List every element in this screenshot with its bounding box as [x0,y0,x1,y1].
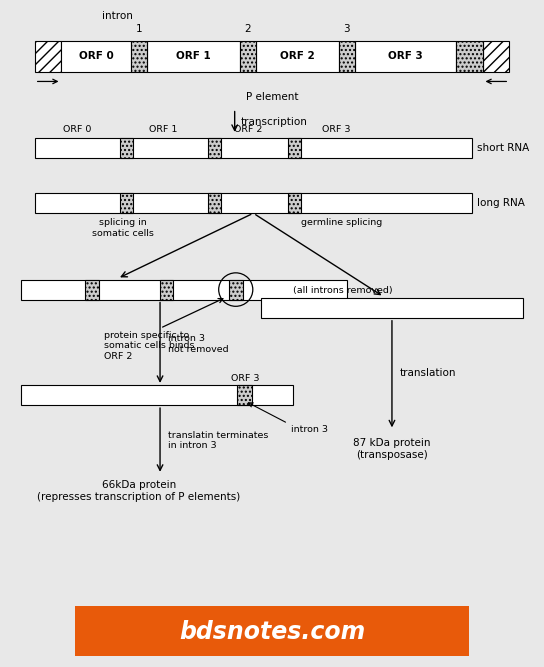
Text: 87 kDa protein
(transposase): 87 kDa protein (transposase) [353,438,431,460]
Bar [456,41,483,72]
Text: 2: 2 [245,25,251,35]
Text: protein specific to
somatic cells binds
ORF 2: protein specific to somatic cells binds … [104,331,195,361]
Bar [355,41,456,72]
Bar [338,41,355,72]
Bar [230,279,243,299]
Bar [237,386,252,405]
Text: ORF 1: ORF 1 [149,125,177,134]
Bar [288,193,301,213]
Bar [147,41,240,72]
Text: ORF 3: ORF 3 [388,51,423,61]
Text: ORF 0: ORF 0 [63,125,91,134]
Bar [35,193,472,213]
Text: translatin terminates
in intron 3: translatin terminates in intron 3 [168,431,268,450]
Text: germline splicing: germline splicing [301,219,382,227]
Bar [85,279,98,299]
Text: bdsnotes.com: bdsnotes.com [179,620,365,644]
Text: ORF 3: ORF 3 [231,374,259,383]
Bar [240,41,256,72]
Text: splicing in
somatic cells: splicing in somatic cells [92,219,153,238]
Bar [21,386,293,405]
Bar [208,193,221,213]
Text: short RNA: short RNA [477,143,529,153]
Bar [35,41,61,72]
Bar [35,139,472,158]
Text: 3: 3 [343,25,350,35]
Text: ORF 3: ORF 3 [322,125,350,134]
Bar [261,298,523,317]
Text: intron 3: intron 3 [290,425,327,434]
Text: translation: translation [400,368,456,378]
Bar [208,139,221,158]
Bar [120,193,133,213]
Text: P element: P element [246,92,298,102]
Text: long RNA: long RNA [477,198,525,208]
Text: 66kDa protein
(represses transcription of P elements): 66kDa protein (represses transcription o… [37,480,240,502]
Bar [21,279,347,299]
Text: ORF 0: ORF 0 [79,51,114,61]
Bar [120,139,133,158]
Bar [131,41,147,72]
Text: (all introns removed): (all introns removed) [293,286,393,295]
Bar [75,606,469,656]
Bar [256,41,338,72]
Bar [483,41,509,72]
Text: intron: intron [102,11,133,21]
Bar [288,139,301,158]
Text: 1: 1 [135,25,142,35]
Text: ORF 1: ORF 1 [176,51,211,61]
Text: intron 3
not removed: intron 3 not removed [168,334,228,354]
Bar [61,41,131,72]
Bar [160,279,174,299]
Text: transcription: transcription [241,117,308,127]
Text: ORF 2: ORF 2 [280,51,314,61]
Text: ORF 2: ORF 2 [234,125,262,134]
